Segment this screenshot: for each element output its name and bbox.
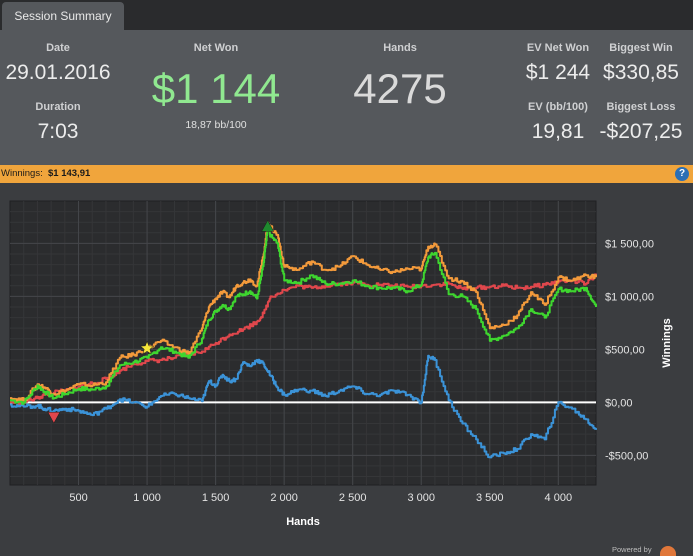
y-axis-label: Winnings [661, 318, 673, 367]
ev-net-won-label: EV Net Won [526, 42, 590, 54]
biggest-loss-value: -$207,25 [599, 120, 683, 143]
series-line-3 [10, 354, 597, 459]
biggest-win-value: $330,85 [603, 61, 679, 84]
triangle-up-marker [261, 219, 275, 232]
x-tick-label: 4 000 [545, 492, 573, 504]
net-won-label: Net Won [193, 42, 239, 54]
biggest-loss-label: Biggest Loss [606, 101, 676, 113]
tab-bar: Session Summary [0, 0, 693, 30]
help-icon[interactable]: ? [675, 167, 689, 181]
hands-value: 4275 [353, 65, 447, 112]
session-summary-panel: Date 29.01.2016 Duration 7:03 Net Won $1… [0, 30, 693, 165]
hands-label: Hands [383, 42, 417, 54]
triangle-down-marker [47, 411, 61, 424]
ev-bb100-label: EV (bb/100) [528, 101, 588, 113]
winnings-label: Winnings: [1, 168, 43, 179]
x-tick-label: 2 500 [339, 492, 367, 504]
plot-area [9, 200, 597, 486]
star-marker [139, 340, 155, 355]
ev-net-won-value: $1 244 [525, 61, 591, 84]
x-tick-label: 1 500 [202, 492, 230, 504]
x-tick-label: 2 000 [270, 492, 298, 504]
winnings-value: $1 143,91 [48, 168, 91, 179]
x-tick-label: 500 [69, 492, 87, 504]
y-tick-label: -$500,00 [605, 450, 648, 462]
x-tick-label: 3 000 [407, 492, 435, 504]
x-axis-label: Hands [286, 516, 320, 528]
x-tick-label: 3 500 [476, 492, 504, 504]
biggest-win-label: Biggest Win [609, 42, 673, 54]
y-tick-label: $500,00 [605, 344, 645, 356]
duration-label: Duration [35, 101, 81, 113]
net-won-bb100: 18,87 bb/100 [185, 119, 247, 131]
tab-session-summary[interactable]: Session Summary [2, 2, 124, 30]
ev-bb100-value: 19,81 [531, 120, 585, 143]
brand-logo-icon [660, 546, 676, 556]
minor-grid [10, 201, 596, 485]
series-line-0 [10, 225, 597, 405]
winnings-banner: Winnings: $1 143,91 ? [0, 165, 693, 183]
y-tick-label: $0,00 [605, 397, 633, 409]
y-tick-label: $1 500,00 [605, 238, 654, 250]
duration-value: 7:03 [37, 120, 79, 143]
net-won-value: $1 144 [151, 65, 281, 112]
x-tick-label: 1 000 [133, 492, 161, 504]
y-tick-label: $1 000,00 [605, 291, 654, 303]
winnings-chart: 500 1 000 1 500 2 000 2 500 3 000 3 500 4 000 $1… [0, 183, 693, 554]
powered-by-label: Powered by [612, 545, 652, 554]
date-value: 29.01.2016 [5, 61, 111, 84]
date-label: Date [46, 42, 70, 54]
